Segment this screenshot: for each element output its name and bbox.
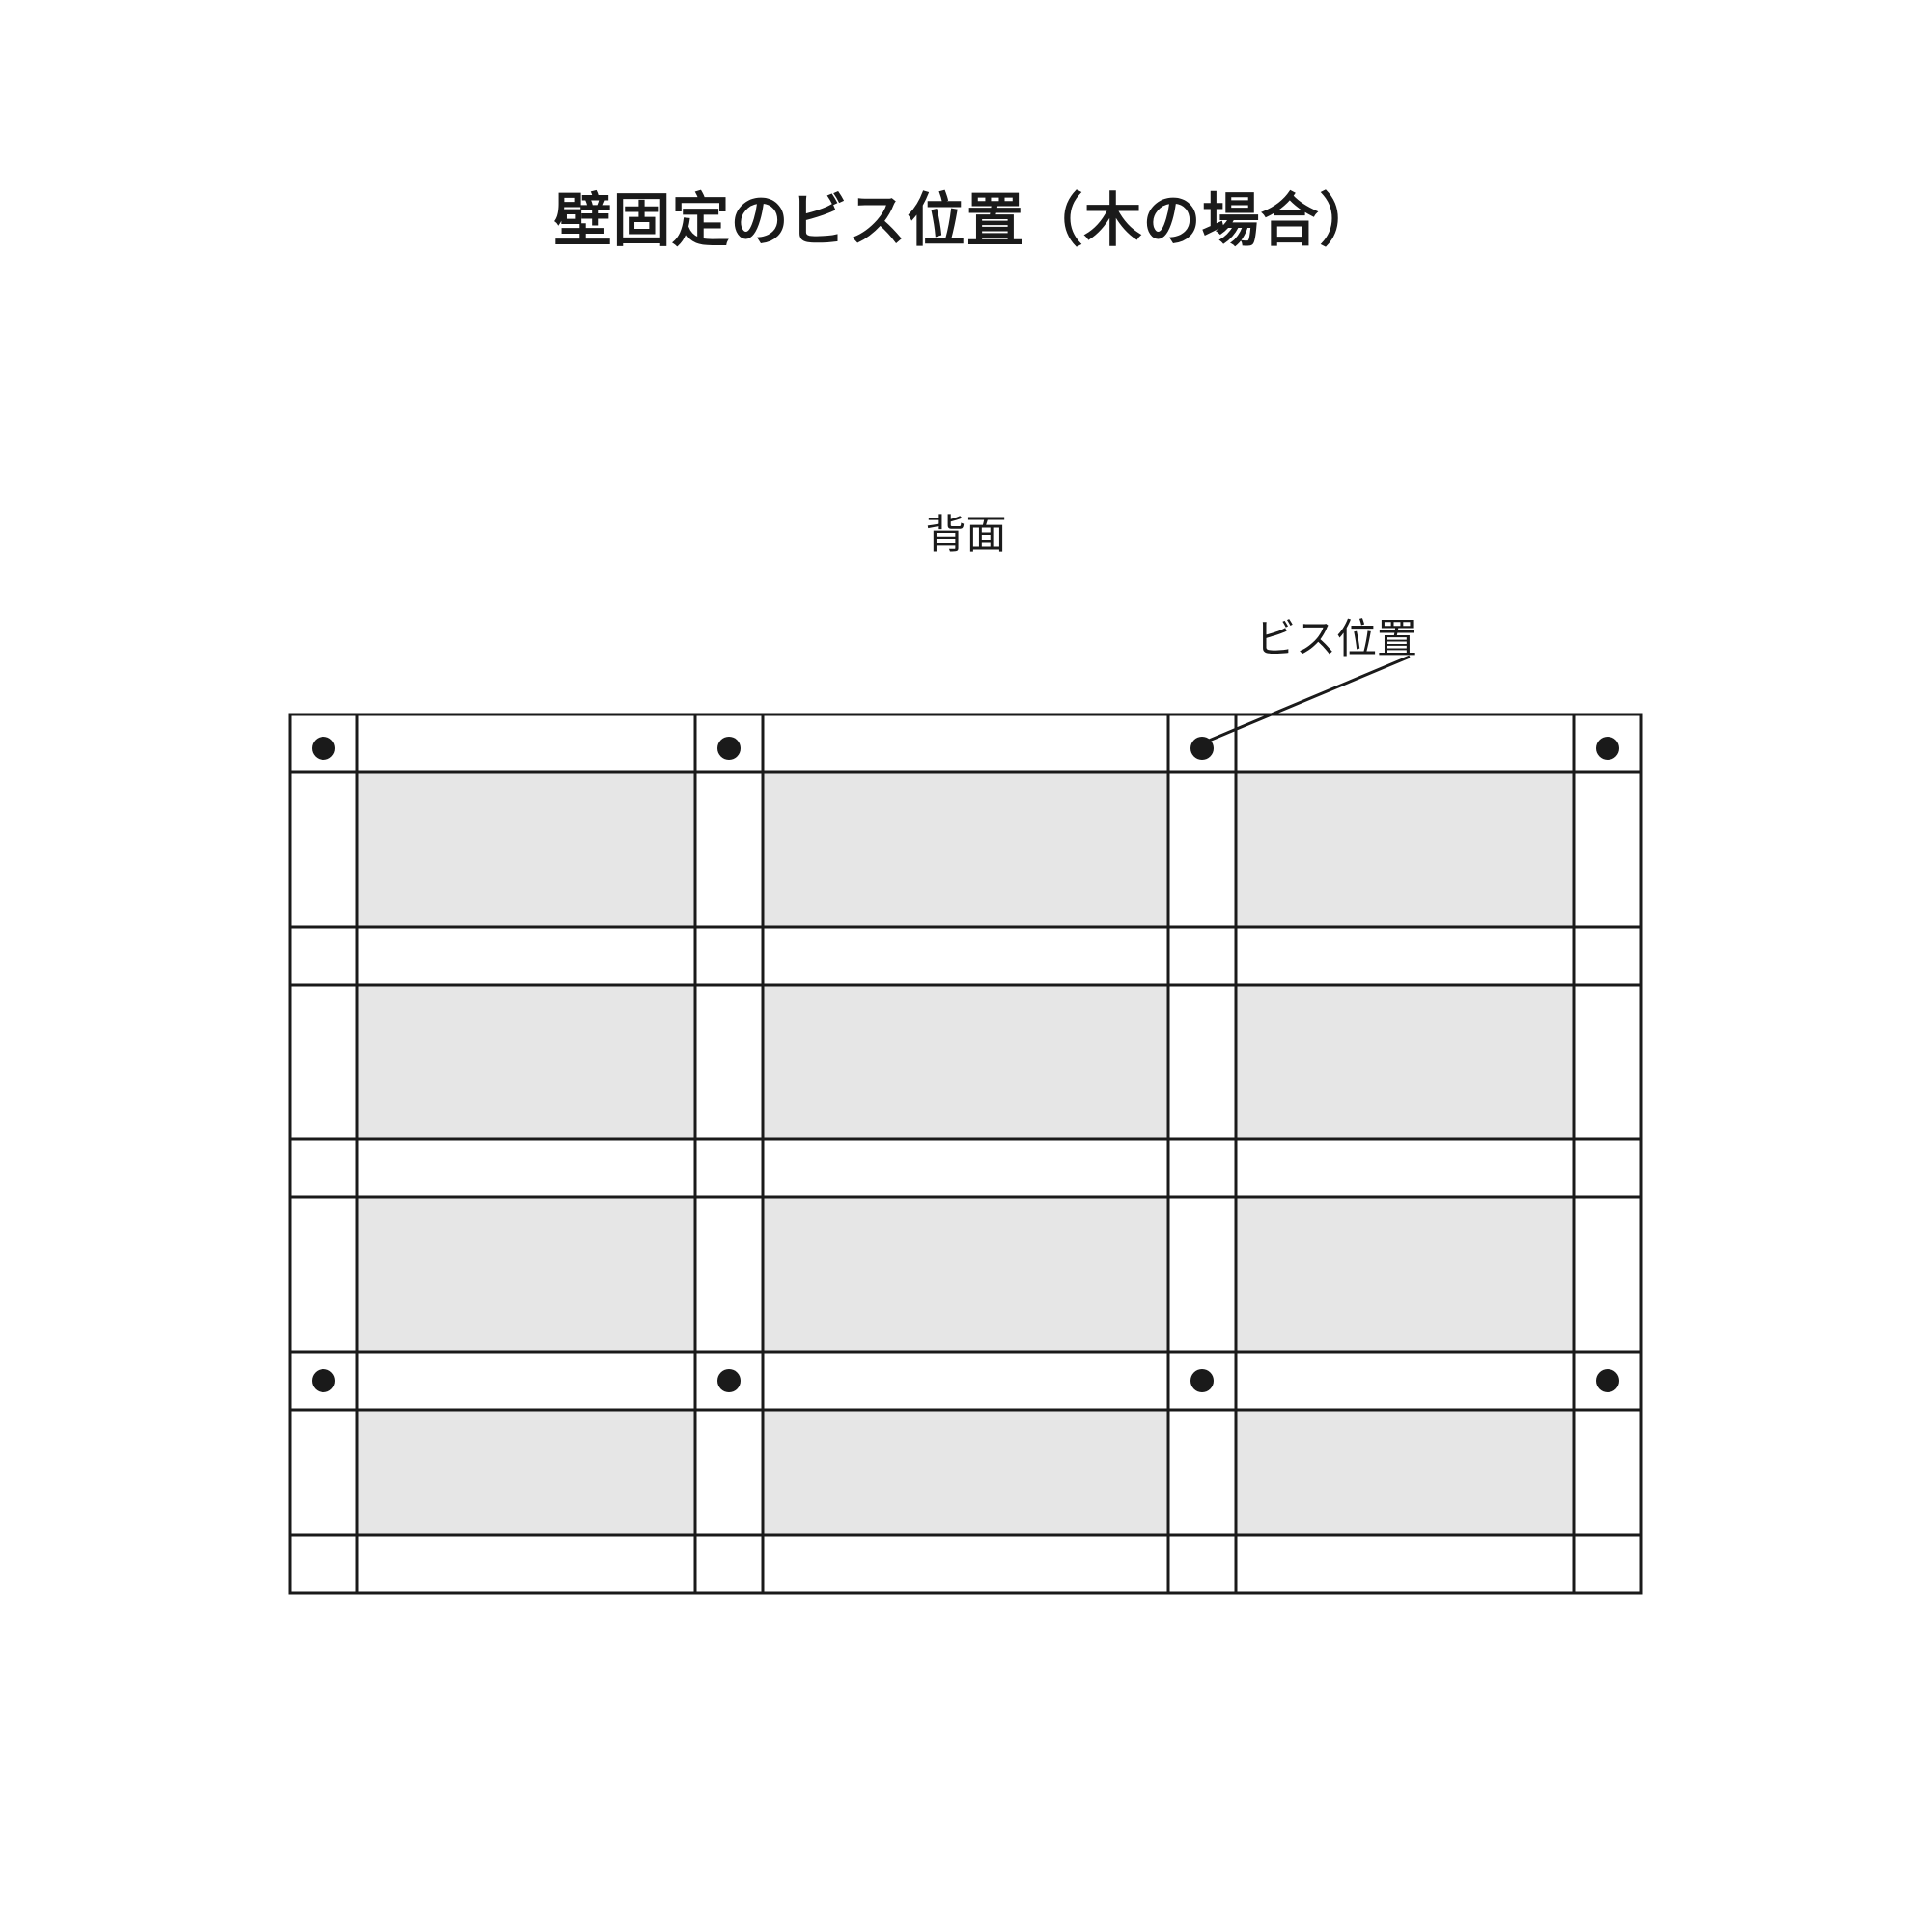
horizontal-rail bbox=[290, 714, 1641, 772]
horizontal-rail bbox=[290, 1535, 1641, 1593]
page-root: 壁固定のビス位置（木の場合） 背面 ビス位置 bbox=[0, 0, 1932, 1932]
vertical-post bbox=[1168, 714, 1236, 1593]
vertical-post bbox=[695, 714, 763, 1593]
horizontal-rail bbox=[290, 927, 1641, 985]
horizontal-rail bbox=[290, 1139, 1641, 1197]
screw-dot bbox=[717, 1369, 741, 1392]
screw-dot bbox=[312, 737, 335, 760]
horizontal-rail bbox=[290, 1352, 1641, 1410]
screw-dot bbox=[1596, 1369, 1619, 1392]
screw-dot bbox=[1596, 737, 1619, 760]
vertical-post bbox=[1574, 714, 1641, 1593]
screw-dot bbox=[1190, 737, 1214, 760]
assembly-diagram-svg bbox=[0, 0, 1932, 1932]
screw-dot bbox=[717, 737, 741, 760]
screw-dot bbox=[312, 1369, 335, 1392]
vertical-post bbox=[290, 714, 357, 1593]
screw-dot bbox=[1190, 1369, 1214, 1392]
